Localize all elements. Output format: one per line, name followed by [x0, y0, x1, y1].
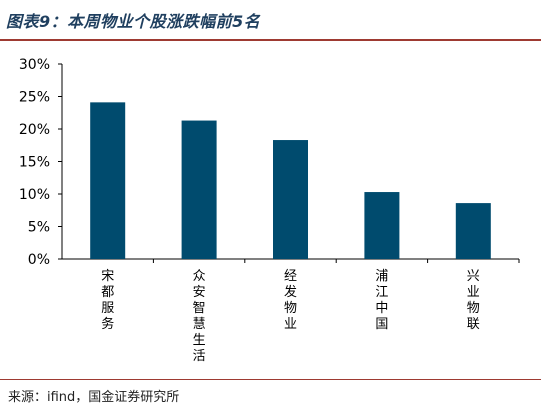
- x-tick-label: 宋都服务: [101, 269, 114, 332]
- y-tick-label: 20%: [19, 122, 50, 138]
- bar: [273, 140, 308, 259]
- bar: [181, 120, 217, 259]
- bar: [90, 102, 126, 259]
- bar: [364, 192, 400, 259]
- x-tick-label: 众安智慧生活: [193, 269, 206, 364]
- footer-divider: [0, 379, 541, 380]
- title-divider: [0, 39, 541, 41]
- y-tick-label: 10%: [19, 187, 50, 203]
- y-tick-label: 0%: [28, 252, 50, 268]
- y-tick-label: 15%: [19, 155, 50, 171]
- x-tick-label: 兴业物联: [467, 269, 480, 332]
- x-tick-label: 经发物业: [284, 269, 297, 332]
- y-tick-label: 25%: [19, 90, 50, 106]
- bar: [455, 203, 491, 259]
- y-tick-label: 5%: [28, 220, 50, 236]
- x-tick-label: 浦江中国: [375, 269, 388, 332]
- bar-chart: 0% 5% 10% 15% 20% 25% 30% 宋都服务 众安智慧生活 经发物业 浦江中国 兴业物…: [19, 57, 520, 364]
- chart-title: 图表9：本周物业个股涨跌幅前5名: [6, 12, 261, 31]
- y-tick-label: 30%: [19, 57, 50, 73]
- source-note: 来源：ifind，国金证券研究所: [8, 390, 180, 405]
